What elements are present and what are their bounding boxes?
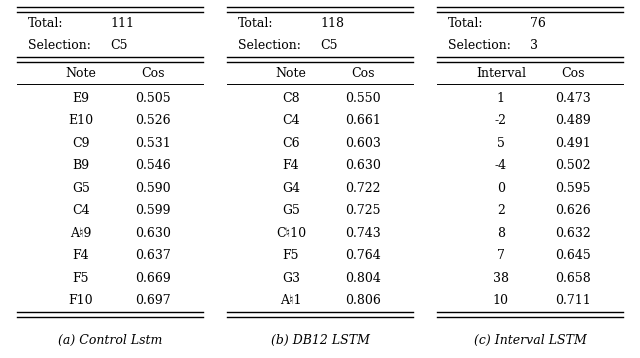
Text: -4: -4 (495, 159, 507, 172)
Text: 0: 0 (497, 182, 505, 195)
Text: 0.711: 0.711 (555, 294, 591, 307)
Text: 0.546: 0.546 (135, 159, 171, 172)
Text: F10: F10 (68, 294, 93, 307)
Text: Selection:: Selection: (238, 39, 301, 52)
Text: Note: Note (275, 67, 307, 80)
Text: F4: F4 (282, 159, 299, 172)
Text: 118: 118 (320, 17, 344, 30)
Text: 0.491: 0.491 (555, 137, 591, 150)
Text: A♮9: A♮9 (70, 227, 92, 240)
Text: (a) Control Lstm: (a) Control Lstm (58, 334, 162, 347)
Text: G4: G4 (282, 182, 300, 195)
Text: C4: C4 (282, 114, 300, 127)
Text: F4: F4 (72, 249, 89, 262)
Text: 0.697: 0.697 (135, 294, 171, 307)
Text: 0.595: 0.595 (555, 182, 591, 195)
Text: Total:: Total: (28, 17, 64, 30)
Text: 0.806: 0.806 (345, 294, 381, 307)
Text: 0.473: 0.473 (555, 92, 591, 105)
Text: E9: E9 (72, 92, 90, 105)
Text: C♮10: C♮10 (276, 227, 306, 240)
Text: Selection:: Selection: (449, 39, 511, 52)
Text: 0.804: 0.804 (345, 272, 381, 285)
Text: F5: F5 (72, 272, 89, 285)
Text: 7: 7 (497, 249, 505, 262)
Text: 0.632: 0.632 (555, 227, 591, 240)
Text: Total:: Total: (449, 17, 484, 30)
Text: G3: G3 (282, 272, 300, 285)
Text: B9: B9 (72, 159, 90, 172)
Text: Interval: Interval (476, 67, 526, 80)
Text: A♮1: A♮1 (280, 294, 301, 307)
Text: 0.743: 0.743 (345, 227, 381, 240)
Text: 0.645: 0.645 (555, 249, 591, 262)
Text: 0.722: 0.722 (345, 182, 381, 195)
Text: 0.630: 0.630 (135, 227, 171, 240)
Text: Cos: Cos (561, 67, 584, 80)
Text: 0.531: 0.531 (135, 137, 171, 150)
Text: G5: G5 (72, 182, 90, 195)
Text: 0.505: 0.505 (135, 92, 171, 105)
Text: Total:: Total: (238, 17, 274, 30)
Text: 0.725: 0.725 (345, 204, 381, 217)
Text: Selection:: Selection: (28, 39, 92, 52)
Text: 0.526: 0.526 (135, 114, 171, 127)
Text: -2: -2 (495, 114, 507, 127)
Text: 0.661: 0.661 (345, 114, 381, 127)
Text: (c) Interval LSTM: (c) Interval LSTM (474, 334, 586, 347)
Text: 76: 76 (530, 17, 546, 30)
Text: (b) DB12 LSTM: (b) DB12 LSTM (271, 334, 369, 347)
Text: G5: G5 (282, 204, 300, 217)
Text: 38: 38 (493, 272, 509, 285)
Text: 0.764: 0.764 (345, 249, 381, 262)
Text: 0.626: 0.626 (555, 204, 591, 217)
Text: 3: 3 (530, 39, 538, 52)
Text: C5: C5 (110, 39, 127, 52)
Text: 10: 10 (493, 294, 509, 307)
Text: C9: C9 (72, 137, 90, 150)
Text: 0.502: 0.502 (555, 159, 591, 172)
Text: 0.630: 0.630 (345, 159, 381, 172)
Text: E10: E10 (68, 114, 93, 127)
Text: C4: C4 (72, 204, 90, 217)
Text: 0.637: 0.637 (135, 249, 171, 262)
Text: 0.669: 0.669 (135, 272, 171, 285)
Text: 0.590: 0.590 (135, 182, 171, 195)
Text: Note: Note (65, 67, 96, 80)
Text: C8: C8 (282, 92, 300, 105)
Text: F5: F5 (283, 249, 299, 262)
Text: 5: 5 (497, 137, 505, 150)
Text: C6: C6 (282, 137, 300, 150)
Text: 0.550: 0.550 (345, 92, 381, 105)
Text: 0.603: 0.603 (345, 137, 381, 150)
Text: Cos: Cos (351, 67, 374, 80)
Text: 0.658: 0.658 (555, 272, 591, 285)
Text: C5: C5 (320, 39, 337, 52)
Text: Cos: Cos (141, 67, 164, 80)
Text: 0.599: 0.599 (135, 204, 170, 217)
Text: 0.489: 0.489 (555, 114, 591, 127)
Text: 111: 111 (110, 17, 134, 30)
Text: 8: 8 (497, 227, 505, 240)
Text: 1: 1 (497, 92, 505, 105)
Text: 2: 2 (497, 204, 505, 217)
